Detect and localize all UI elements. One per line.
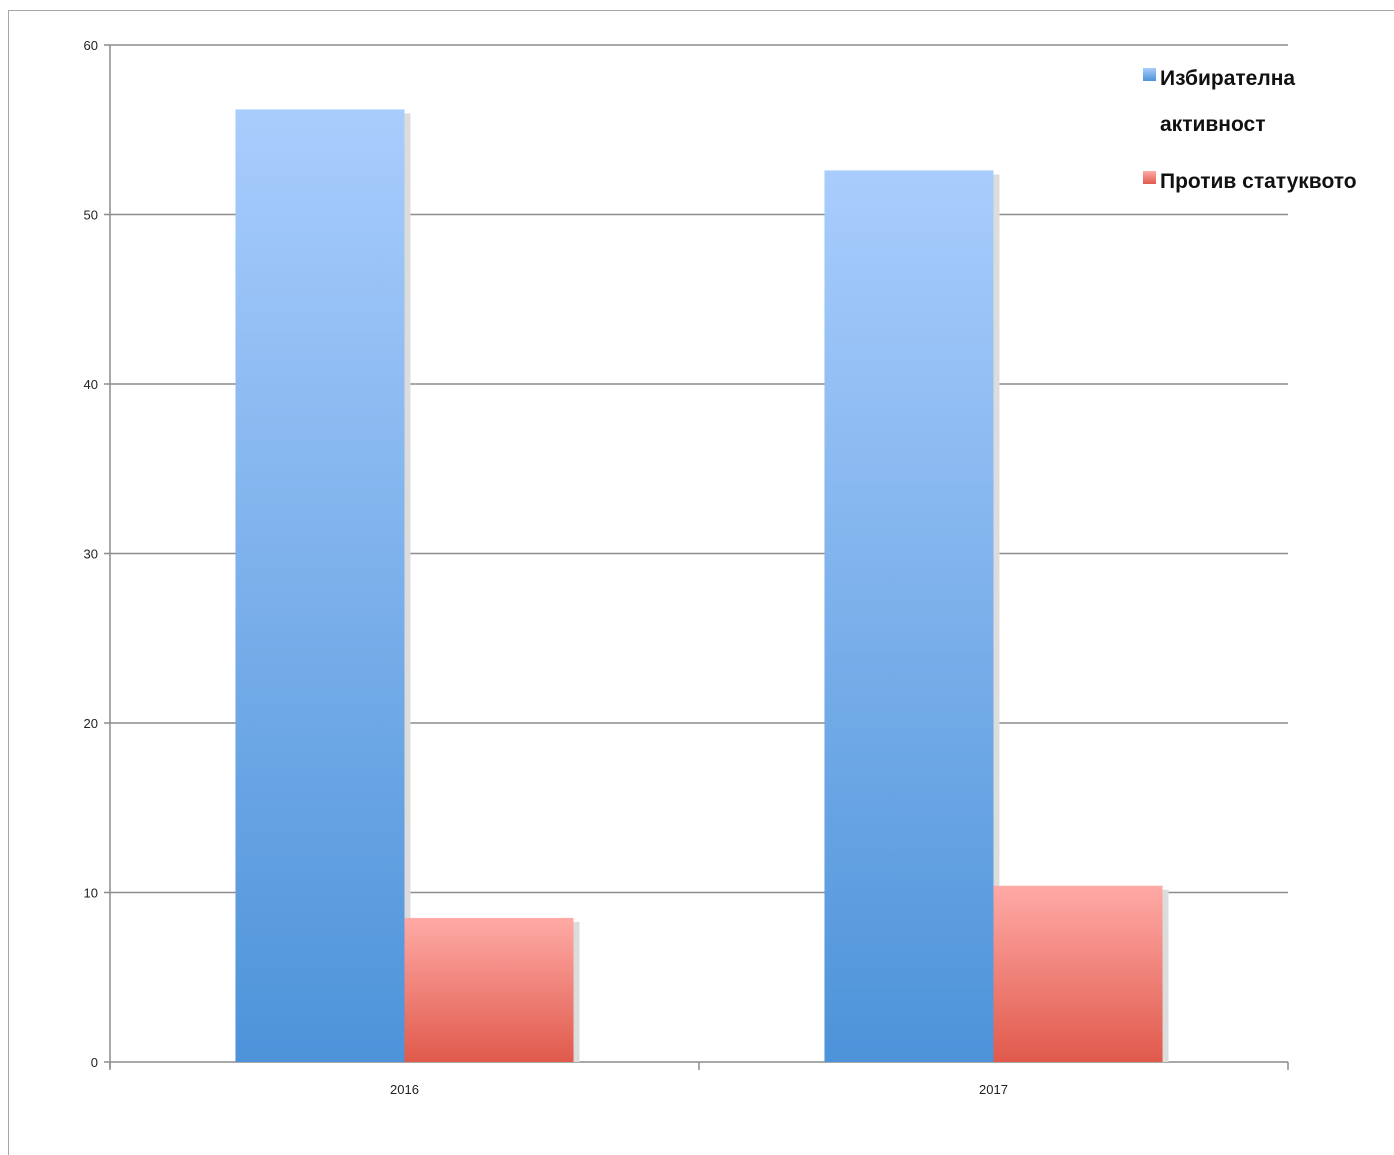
bar-anti-status-quo-2017 xyxy=(993,885,1163,1062)
gridlines xyxy=(110,44,1288,894)
bar-anti-status-quo-2016 xyxy=(404,917,574,1062)
bars xyxy=(235,109,1169,1062)
chart-frame xyxy=(8,10,1394,1155)
legend-label-anti-status-quo: Против статуквото xyxy=(1160,170,1357,193)
y-tick-label: 40 xyxy=(84,377,98,392)
bar-turnout-2016 xyxy=(235,109,405,1062)
y-tick-label: 50 xyxy=(84,208,98,223)
legend-label-turnout-line1: Избирателна xyxy=(1160,67,1295,90)
legend-swatch-anti-status-quo xyxy=(1143,171,1156,184)
legend-swatch-turnout xyxy=(1143,68,1156,81)
y-tick-label: 20 xyxy=(84,716,98,731)
bar-turnout-2017 xyxy=(824,170,994,1062)
y-tick-label: 60 xyxy=(84,38,98,53)
legend: Избирателна активност Против статуквото xyxy=(1143,67,1357,193)
x-tick-label: 2016 xyxy=(390,1082,419,1097)
y-tick-label: 0 xyxy=(91,1055,98,1070)
y-tick-label: 10 xyxy=(84,886,98,901)
legend-label-turnout-line2: активност xyxy=(1160,113,1266,136)
x-tick-label: 2017 xyxy=(979,1082,1008,1097)
y-tick-label: 30 xyxy=(84,547,98,562)
tick-labels: 0 10 20 30 40 50 60 2016 2017 xyxy=(84,38,1008,1097)
